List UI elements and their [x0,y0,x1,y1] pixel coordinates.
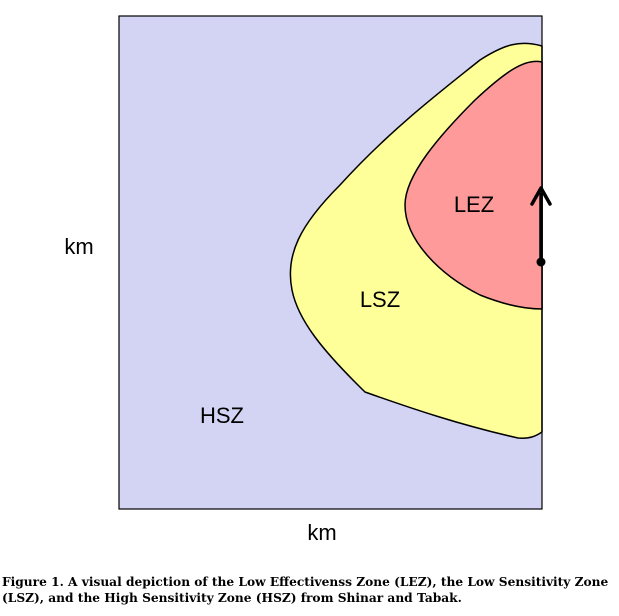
x-axis-label: km [307,520,336,545]
y-axis-label: km [64,234,93,259]
figure-caption: Figure 1. A visual depiction of the Low … [2,575,609,605]
lez-region [404,60,543,310]
lsz-label: LSZ [360,287,400,312]
zone-diagram: LEZ LSZ HSZ km km [64,15,552,545]
direction-arrow-head [530,186,552,206]
lez-label: LEZ [454,192,494,217]
hsz-label: HSZ [200,403,244,428]
direction-arrow-origin [536,257,546,267]
